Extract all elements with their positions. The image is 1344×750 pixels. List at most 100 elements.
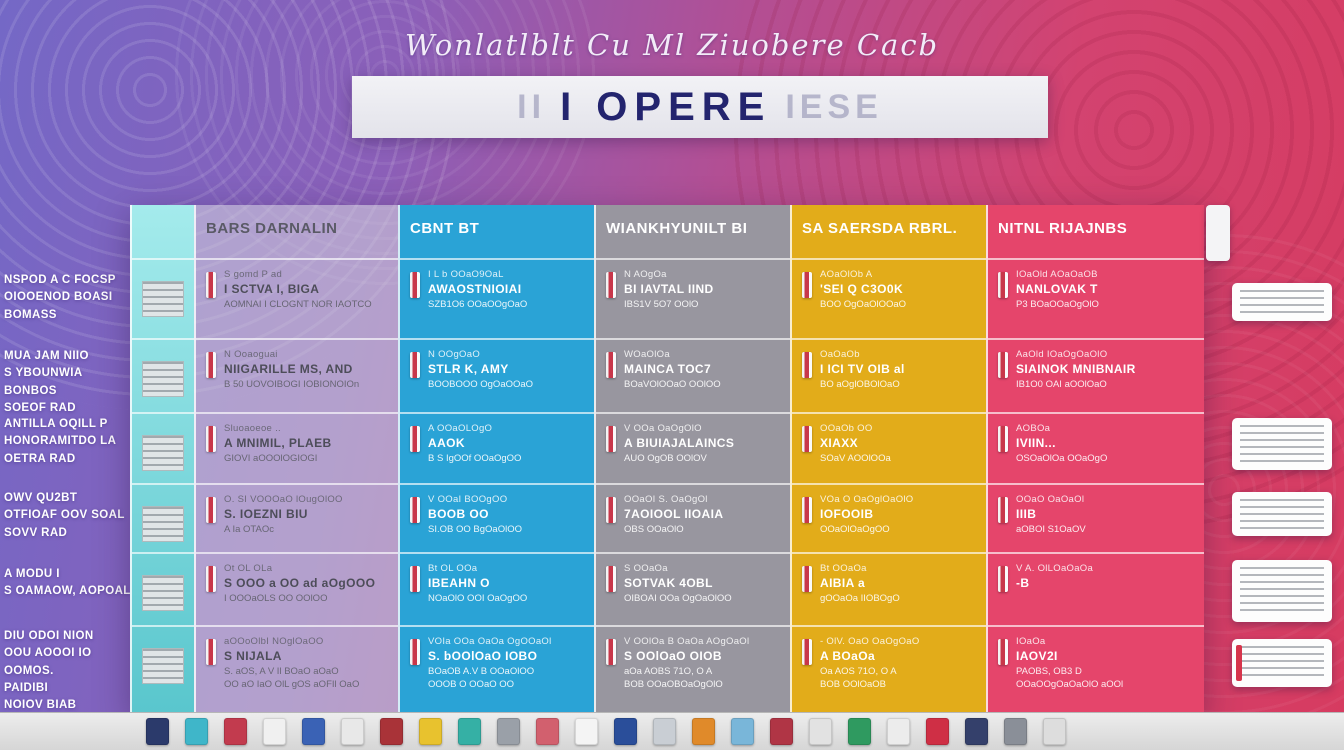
cell-title: IIIB bbox=[1016, 507, 1037, 521]
bookmark-icon bbox=[802, 566, 812, 592]
cell-topline: Ot OL OLa bbox=[224, 563, 273, 574]
bookmark-icon bbox=[410, 426, 420, 452]
column-thumbnails bbox=[130, 205, 194, 715]
taskbar-icon[interactable] bbox=[497, 718, 520, 745]
bookmark-icon bbox=[998, 272, 1008, 298]
taskbar-icon[interactable] bbox=[887, 718, 910, 745]
taskbar-icon[interactable] bbox=[731, 718, 754, 745]
cell-topline: VOIa OOa OaOa OgOOaOl bbox=[428, 636, 552, 647]
taskbar-icon[interactable] bbox=[224, 718, 247, 745]
cell-title: S. IOEZNI BIU bbox=[224, 507, 308, 521]
row-label-4: OWV QU2BT OTFIOAF OOV SOAL SOVV RAD bbox=[4, 492, 125, 539]
cell-topline: IOaOa bbox=[1016, 636, 1046, 647]
cell-topline: N Ooaoguai bbox=[224, 349, 278, 360]
cell-desc: aOBOI S1OaOV bbox=[1016, 524, 1086, 535]
cell-desc: P3 BOaOOaOgOlO bbox=[1016, 299, 1099, 310]
table-row: aOOoOlbI NOglOaOO S NIJALA S. aOS, A V Il … bbox=[196, 625, 398, 715]
table-row: N Ooaoguai NIIGARILLE MS, AND B 50 UOVOIBO… bbox=[196, 338, 398, 412]
taskbar-icon[interactable] bbox=[302, 718, 325, 745]
bookmark-icon bbox=[410, 272, 420, 298]
taskbar-icon[interactable] bbox=[848, 718, 871, 745]
cell-title: STLR K, AMY bbox=[428, 362, 509, 376]
cell-topline: aOOoOlbI NOglOaOO bbox=[224, 636, 324, 647]
bookmark-icon bbox=[802, 352, 812, 378]
cell-title: S. bOOlOaO IOBO bbox=[428, 649, 538, 663]
cell-title: I ICI TV OIB al bbox=[820, 362, 905, 376]
table-row: IOaOld AOaOaOB NANLOVAK T P3 BOaOOaOgOlO bbox=[988, 258, 1204, 338]
cell-desc: S. aOS, A V Il BOaO aOaO OO aO IaO OlL g… bbox=[224, 666, 360, 691]
cell-title: A BIUIAJALAINCS bbox=[624, 436, 735, 450]
cell-desc: BOaVOlOOaO OOlOO bbox=[624, 379, 721, 390]
taskbar bbox=[0, 712, 1344, 750]
taskbar-icon[interactable] bbox=[185, 718, 208, 745]
taskbar-icon[interactable] bbox=[1004, 718, 1027, 745]
column-header: BARS DARNALIN bbox=[206, 220, 338, 237]
taskbar-icon[interactable] bbox=[146, 718, 169, 745]
cell-topline: A OOaOLOgO bbox=[428, 423, 493, 434]
cell-desc: BOOBOOO OgOaOOaO bbox=[428, 379, 534, 390]
table-row: OOaOI S. OaOgOl 7AOIOOL IIOAIA OBS OOaOlO bbox=[596, 483, 790, 552]
table-row: AOaOlOb A 'SEI Q C3O0K BOO OgOaOlOOaO bbox=[792, 258, 986, 338]
column-pink: NITNL RIJAJNBS IOaOld AOaOaOB NANLOVAK T P… bbox=[986, 205, 1204, 715]
taskbar-icon[interactable] bbox=[341, 718, 364, 745]
table-row: Sluoaoeoe .. A MNIMIL, PLAEB GIOVI aOOOlOG… bbox=[196, 412, 398, 483]
taskbar-icon[interactable] bbox=[692, 718, 715, 745]
cell-topline: N OOgOaO bbox=[428, 349, 481, 360]
cell-title: BOOB OO bbox=[428, 507, 489, 521]
taskbar-icon[interactable] bbox=[575, 718, 598, 745]
taskbar-icon[interactable] bbox=[653, 718, 676, 745]
table-row: IOaOa IAOV2I PAOBS, OB3 D OOaOOgOaOaOlO aO… bbox=[988, 625, 1204, 715]
cell-topline: Sluoaoeoe .. bbox=[224, 423, 281, 434]
row-label-3: ANTILLA OQILL P HONORAMITDO LA OETRA RAD bbox=[4, 418, 117, 465]
thumbnail-lines bbox=[1240, 567, 1324, 615]
taskbar-icon[interactable] bbox=[926, 718, 949, 745]
thumb-row bbox=[132, 412, 194, 483]
bookmark-icon bbox=[606, 639, 616, 665]
cell-title: IAOV2I bbox=[1016, 649, 1058, 663]
bookmark-icon bbox=[410, 566, 420, 592]
preview-thumbnail bbox=[1232, 639, 1332, 687]
taskbar-icon[interactable] bbox=[809, 718, 832, 745]
cell-title: SOTVAK 4OBL bbox=[624, 576, 713, 590]
taskbar-icon[interactable] bbox=[419, 718, 442, 745]
cell-desc: I OOOaOLS OO OOlOO bbox=[224, 593, 328, 604]
cell-topline: V OOaI BOOgOO bbox=[428, 494, 508, 505]
cell-desc: aOa AOBS 71O, O A BOB OOaOBOaOgOlO bbox=[624, 666, 723, 691]
cell-title: MAINCA TOC7 bbox=[624, 362, 712, 376]
taskbar-icon[interactable] bbox=[770, 718, 793, 745]
table-row: VOIa OOa OaOa OgOOaOl S. bOOlOaO IOBO BOaO… bbox=[400, 625, 594, 715]
table-row: OOaOb OO XIAXX SOaV AOOlOOa bbox=[792, 412, 986, 483]
cell-title: AIBIA a bbox=[820, 576, 866, 590]
row-label-5: A MODU I S OAMAOW, AOPOAL bbox=[4, 568, 131, 598]
thumb-row bbox=[132, 625, 194, 715]
thumbnail-lines bbox=[1240, 290, 1324, 314]
column-blue: CBNT BT I L b OOaO9OaL AWAOSTNIOIAI SZB1O6… bbox=[398, 205, 594, 715]
taskbar-icon[interactable] bbox=[263, 718, 286, 745]
cell-desc: B 50 UOVOIBOGI IOBIONOIOn bbox=[224, 379, 360, 390]
bookmark-icon bbox=[206, 272, 216, 298]
table-row: S gomd P ad I SCTVA I, BIGA AOMNAI I CLOGN… bbox=[196, 258, 398, 338]
table-row: Ot OL OLa S OOO a OO ad aOgOOO I OOOaOLS O… bbox=[196, 552, 398, 625]
taskbar-icon[interactable] bbox=[380, 718, 403, 745]
table-row: V A. OlLOaOaOa -B bbox=[988, 552, 1204, 625]
column-gray: WIANKHYUNILT BI N AOgOa BI IAVTAL IIND IBS… bbox=[594, 205, 790, 715]
taskbar-icons bbox=[146, 718, 1066, 745]
bookmark-icon bbox=[410, 639, 420, 665]
cell-desc: OSOaOlOa OOaOgO bbox=[1016, 453, 1108, 464]
comparison-table: BARS DARNALIN S gomd P ad I SCTVA I, BIGA… bbox=[130, 205, 1204, 715]
table-row: S OOaOa SOTVAK 4OBL OIBOAI OOa OgOaOlOO bbox=[596, 552, 790, 625]
row-label-6: DIU ODOI NION OOU AOOOI IO OOMOS. PAIDIB… bbox=[4, 630, 94, 711]
taskbar-icon[interactable] bbox=[614, 718, 637, 745]
taskbar-icon[interactable] bbox=[458, 718, 481, 745]
right-rail bbox=[1204, 205, 1332, 715]
taskbar-icon[interactable] bbox=[965, 718, 988, 745]
table-row: V OOa OaOgOlO A BIUIAJALAINCS AUO OgOB OOl… bbox=[596, 412, 790, 483]
taskbar-icon[interactable] bbox=[536, 718, 559, 745]
taskbar-icon[interactable] bbox=[1043, 718, 1066, 745]
cell-topline: - OlV. OaO OaOgOaO bbox=[820, 636, 920, 647]
title-banner: II I OPERE IESE bbox=[352, 76, 1048, 138]
table-row: VOa O OaOglOaOlO IOFOOIB OOaOlOaOgOO bbox=[792, 483, 986, 552]
cell-title: AWAOSTNIOIAI bbox=[428, 282, 522, 296]
cell-title: I SCTVA I, BIGA bbox=[224, 282, 320, 296]
cell-desc: SI.OB OO BgOaOlOO bbox=[428, 524, 522, 535]
